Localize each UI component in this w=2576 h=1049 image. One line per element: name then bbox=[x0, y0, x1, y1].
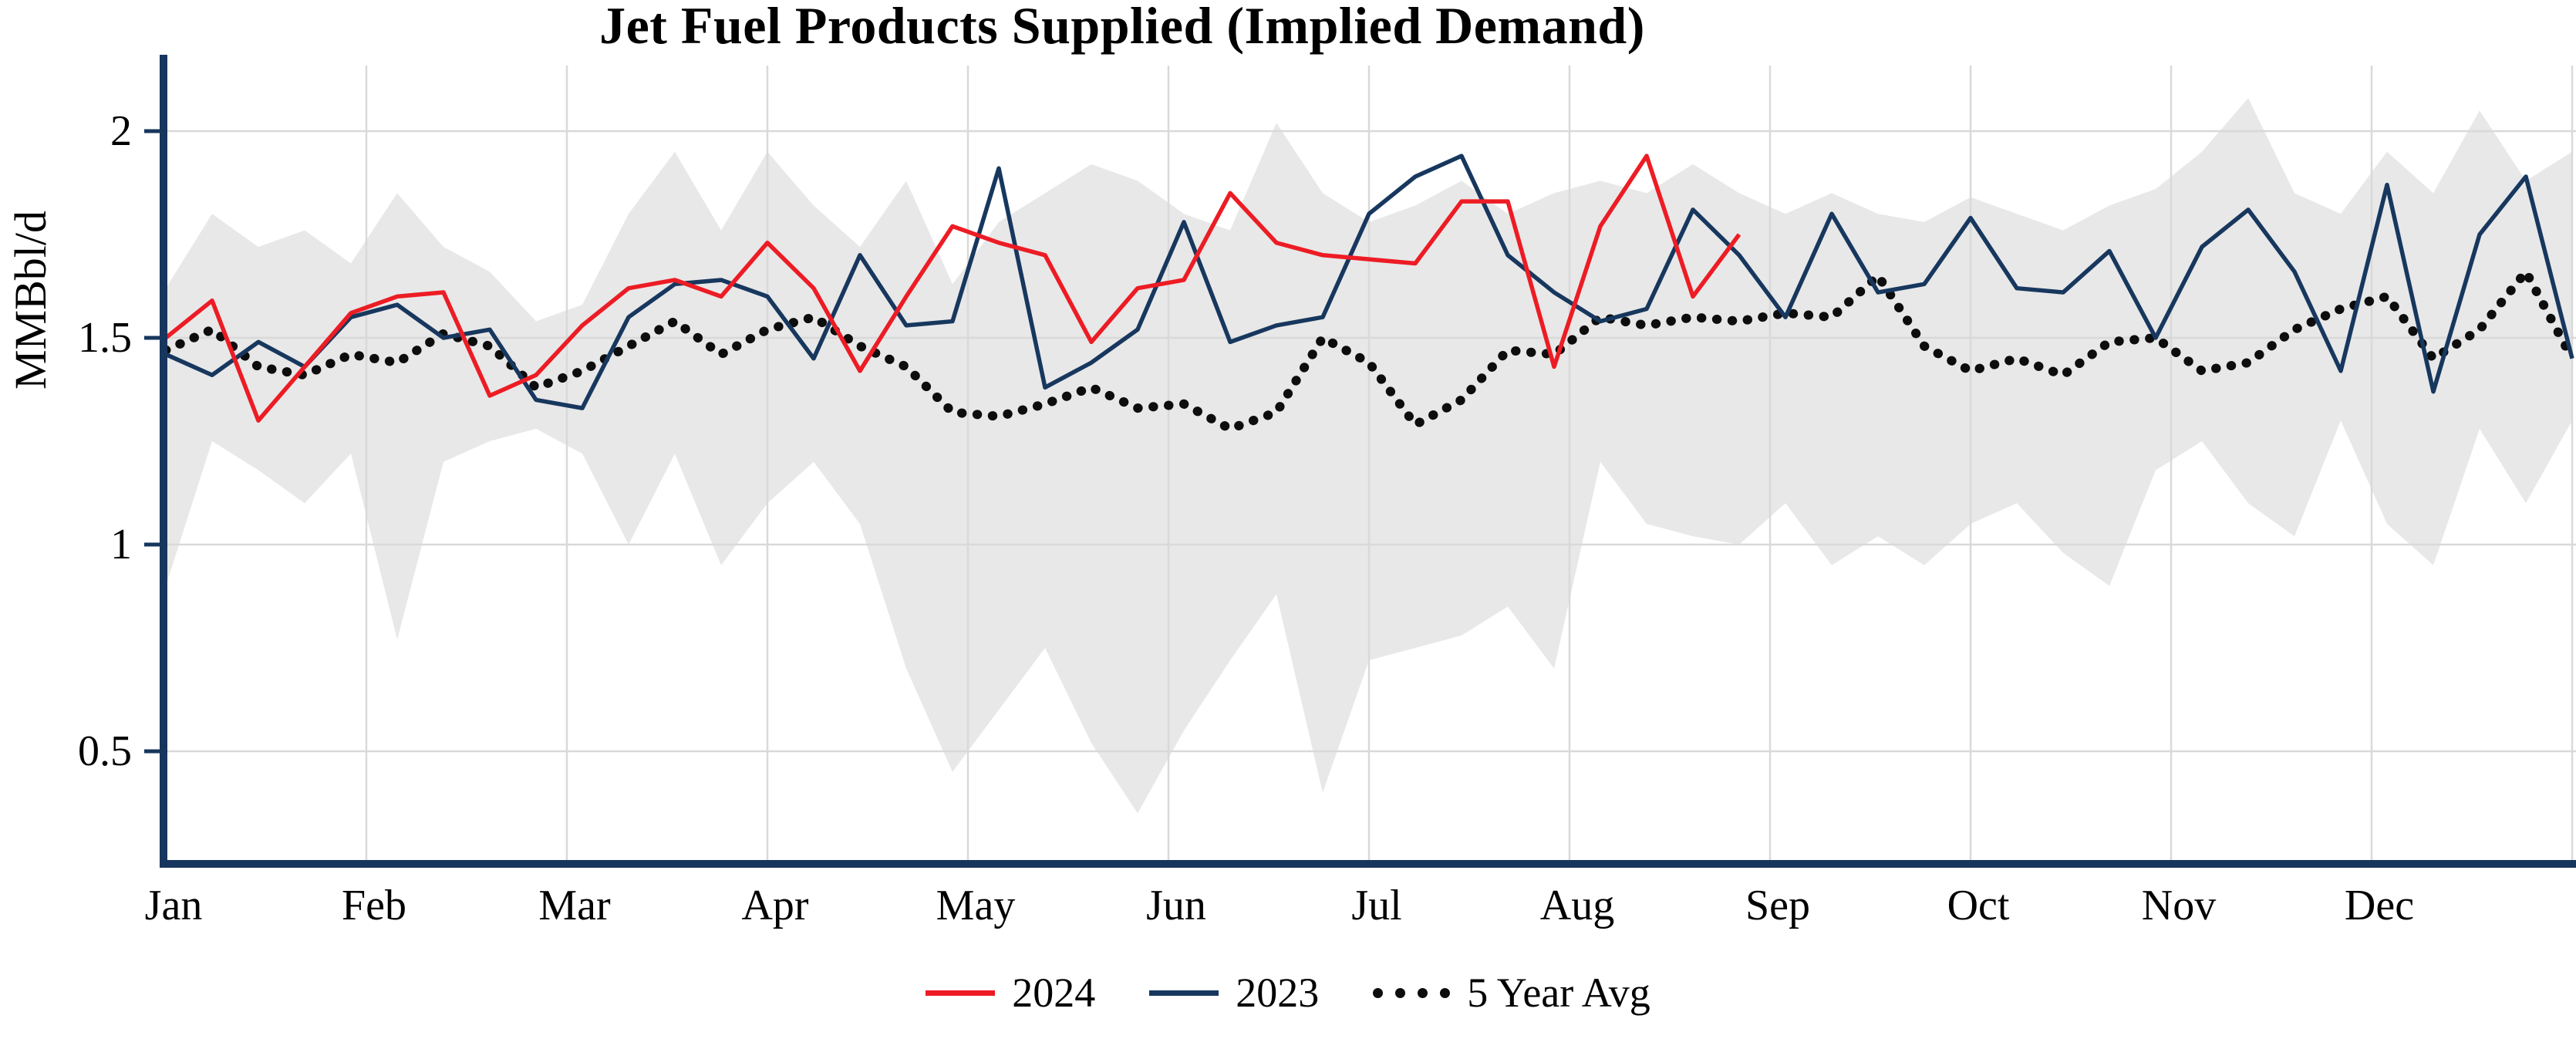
y-tick-label: 2 bbox=[110, 107, 132, 155]
x-tick-label: Aug bbox=[1540, 882, 1614, 929]
x-tick-label: Oct bbox=[1947, 882, 2010, 929]
legend-swatch-5-year-avg-dotted bbox=[1373, 987, 1451, 998]
x-tick-label: Jan bbox=[145, 882, 203, 929]
five-year-range-band bbox=[166, 98, 2572, 814]
legend-item-5-year-avg: 5 Year Avg bbox=[1373, 969, 1650, 1017]
legend-swatch-2024-line bbox=[926, 990, 996, 996]
x-tick-label: Apr bbox=[741, 882, 808, 929]
x-tick-label: Jun bbox=[1146, 882, 1206, 929]
legend-label-5-year-avg: 5 Year Avg bbox=[1467, 970, 1650, 1016]
y-tick-label: 1.5 bbox=[78, 314, 132, 362]
legend-item-2024: 2024 bbox=[926, 969, 1095, 1017]
legend: 2024 2023 5 Year Avg bbox=[0, 969, 2576, 1017]
x-tick-label: Nov bbox=[2142, 882, 2216, 929]
x-tick-label: Sep bbox=[1745, 882, 1810, 929]
legend-label-2023: 2023 bbox=[1236, 970, 1320, 1016]
x-tick-label: Feb bbox=[342, 882, 406, 929]
series-line-2023 bbox=[164, 153, 2574, 410]
x-tick-label: May bbox=[936, 882, 1016, 929]
series-line-5-year-avg bbox=[161, 267, 2576, 433]
chart-title: Jet Fuel Products Supplied (Implied Dema… bbox=[599, 0, 1645, 55]
x-tick-label: Dec bbox=[2345, 882, 2414, 929]
plot-area: 0.5 1 1.5 2 Jan Feb Mar Apr May Jun Jul Aug Sep Oct No… bbox=[78, 55, 2576, 929]
x-tick-label: Jul bbox=[1351, 882, 1401, 929]
legend-swatch-2023-line bbox=[1149, 990, 1219, 996]
x-tick-label: Mar bbox=[538, 882, 611, 929]
y-tick-label: 0.5 bbox=[78, 727, 132, 775]
legend-label-2024: 2024 bbox=[1012, 970, 1096, 1016]
series-line-2024 bbox=[164, 153, 1741, 423]
legend-item-2023: 2023 bbox=[1149, 969, 1319, 1017]
y-tick-label: 1 bbox=[110, 521, 132, 568]
